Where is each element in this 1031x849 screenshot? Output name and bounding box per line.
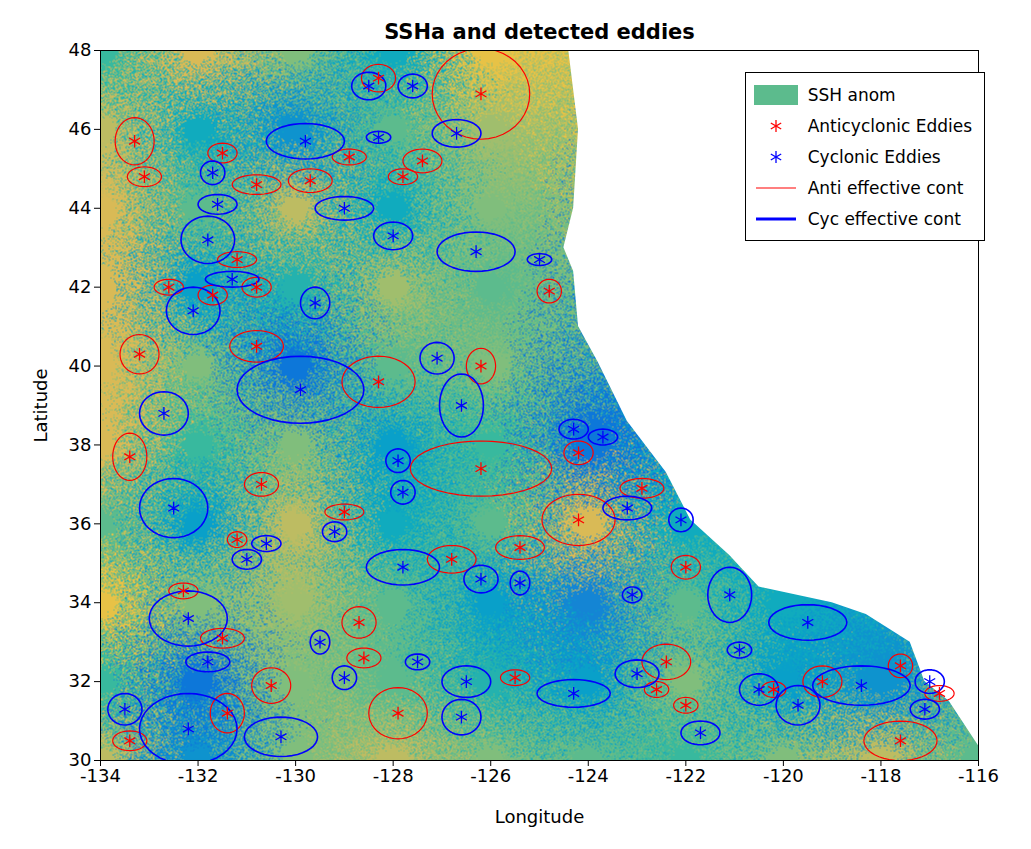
svg-text:30: 30 [69,749,92,770]
svg-text:36: 36 [69,513,92,534]
html-text:Anti effective cont: Anti effective cont [807,177,964,198]
html-text:Cyc effective cont: Cyc effective cont [807,208,961,229]
svg-text:40: 40 [69,355,92,376]
svg-text:44: 44 [69,197,92,218]
svg-text:Latitude: Latitude [30,368,51,442]
html-text:Anticyclonic Eddies: Anticyclonic Eddies [807,115,972,136]
svg-text:-132: -132 [178,765,219,786]
svg-text:SSHa and detected eddies: SSHa and detected eddies [384,20,695,44]
svg-text:-124: -124 [568,765,609,786]
svg-text:34: 34 [69,591,92,612]
svg-text:48: 48 [69,39,92,60]
html-text:Cyclonic Eddies: Cyclonic Eddies [807,146,941,167]
svg-text:-120: -120 [763,765,804,786]
svg-text:32: 32 [69,670,92,691]
svg-text:Longitude: Longitude [495,806,585,827]
svg-text:46: 46 [69,118,92,139]
svg-text:-126: -126 [470,765,511,786]
svg-text:38: 38 [69,434,92,455]
svg-text:-118: -118 [861,765,902,786]
svg-text:-122: -122 [665,765,706,786]
svg-text:-130: -130 [275,765,316,786]
svg-text:-134: -134 [80,765,121,787]
svg-text:42: 42 [69,276,92,297]
svg-text:-116: -116 [958,765,999,786]
html-text:SSH anom: SSH anom [807,84,896,105]
svg-text:-128: -128 [373,765,414,786]
